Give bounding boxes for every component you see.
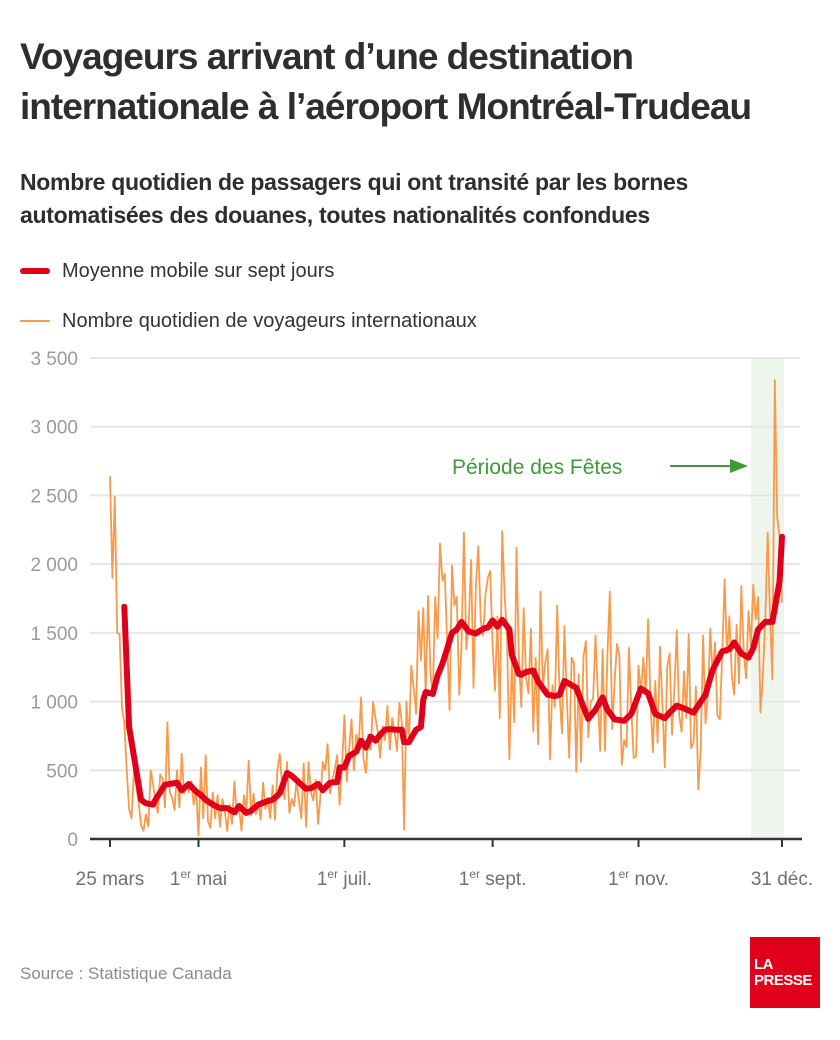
legend-swatch-daily: [20, 320, 50, 322]
y-tick-label: 3 500: [30, 349, 78, 370]
daily-series-line: [109, 379, 783, 837]
x-tick-label: 25 mars: [76, 869, 145, 890]
y-tick-label: 3 000: [30, 418, 78, 439]
source-note: Source : Statistique Canada: [20, 964, 232, 983]
y-tick-label: 500: [46, 761, 78, 782]
daily-series-layer: [109, 379, 783, 837]
y-tick-label: 1 000: [30, 693, 78, 714]
y-tick-label: 2 500: [30, 486, 78, 507]
x-tick-label: 31 déc.: [751, 869, 813, 890]
legend-label-moving-average: Moyenne mobile sur sept jours: [62, 259, 335, 282]
x-tick-label: 1er nov.: [608, 867, 669, 890]
line-chart: 0 500 1 000 1 500 2 000 2 500 3 000 3 500 25 ma…: [30, 349, 813, 890]
y-tick-label: 0: [67, 830, 78, 851]
logo-line-1: LA: [754, 955, 774, 973]
legend-swatch-moving-average: [20, 268, 50, 274]
x-tick-label: 1er sept.: [459, 867, 527, 890]
moving-average-layer: [121, 533, 785, 816]
y-axis-tick-labels: 0 500 1 000 1 500 2 000 2 500 3 000 3 500: [30, 349, 78, 851]
x-tick-label: 1er juil.: [317, 867, 372, 890]
y-tick-label: 2 000: [30, 555, 78, 576]
chart-subtitle: Nombre quotidien de passagers qui ont tr…: [20, 169, 689, 228]
x-axis: [90, 837, 802, 847]
legend-item-daily: Nombre quotidien de voyageurs internatio…: [20, 306, 477, 336]
x-axis-tick-labels: 25 mars 1er mai 1er juil. 1er sept. 1er nov.…: [76, 867, 813, 890]
y-tick-label: 1 500: [30, 624, 78, 645]
moving-average-line: [121, 533, 785, 816]
legend-item-moving-average: Moyenne mobile sur sept jours: [20, 256, 334, 286]
gridlines: [90, 357, 800, 772]
x-tick-label: 1er mai: [170, 867, 227, 890]
logo-line-2: PRESSE: [754, 971, 812, 989]
chart-title: Voyageurs arrivant d’une destination int…: [20, 36, 752, 127]
annotation-arrow-head-icon: [730, 459, 748, 473]
legend-label-daily: Nombre quotidien de voyageurs internatio…: [62, 309, 477, 332]
la-presse-logo: LA PRESSE: [750, 937, 820, 1008]
annotation-layer: Période des Fêtes: [452, 456, 748, 479]
annotation-holiday-period: Période des Fêtes: [452, 456, 622, 479]
